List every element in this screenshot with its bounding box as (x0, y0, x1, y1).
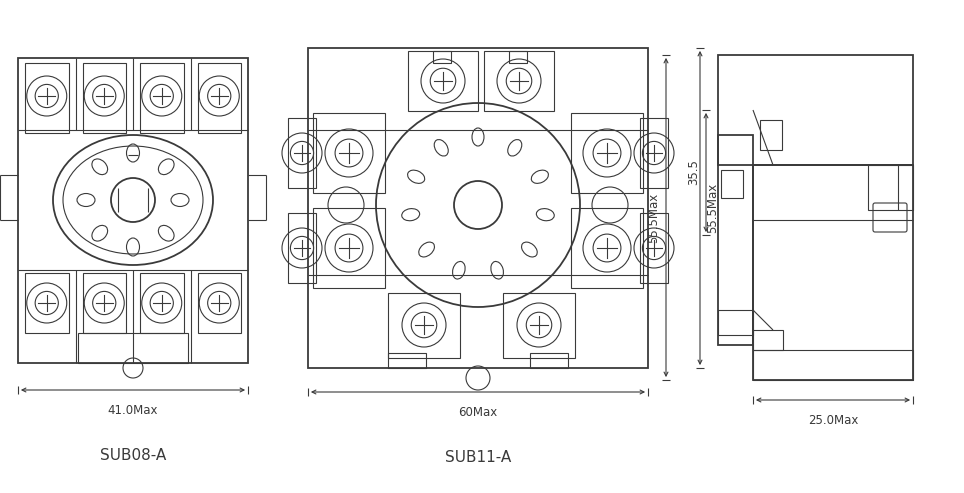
Text: 55.5Max: 55.5Max (706, 183, 719, 233)
Bar (753, 165, 913, 380)
Bar (198, 273, 241, 333)
Bar (718, 55, 913, 165)
Bar (571, 208, 643, 288)
Bar (313, 208, 385, 288)
Bar (760, 120, 782, 150)
Bar (868, 165, 913, 210)
Text: 41.0Max: 41.0Max (108, 404, 158, 417)
Bar (433, 51, 451, 63)
Bar (83, 63, 126, 133)
Bar (388, 353, 426, 368)
Bar (140, 63, 183, 133)
Bar (288, 213, 316, 283)
Bar (78, 333, 188, 363)
Bar (198, 63, 241, 133)
Bar (718, 135, 753, 345)
Bar (484, 51, 554, 111)
Text: SUB11-A: SUB11-A (444, 450, 511, 464)
Bar (308, 48, 648, 368)
Bar (571, 113, 643, 193)
Bar (640, 118, 668, 188)
Bar (25, 273, 68, 333)
Bar (718, 310, 753, 335)
Bar (503, 293, 575, 358)
Text: 25.0Max: 25.0Max (808, 414, 858, 427)
Bar (18, 58, 248, 363)
Bar (753, 350, 913, 380)
Bar (288, 118, 316, 188)
Text: SUB08-A: SUB08-A (100, 448, 166, 462)
Bar (530, 353, 568, 368)
Text: 60Max: 60Max (458, 406, 497, 419)
Bar (408, 51, 478, 111)
Bar (313, 113, 385, 193)
Text: 55.5Max: 55.5Max (647, 192, 660, 243)
Bar (721, 170, 743, 198)
Bar (753, 330, 783, 350)
Text: 35.5: 35.5 (687, 160, 700, 185)
Bar (25, 63, 68, 133)
Bar (140, 273, 183, 333)
Bar (509, 51, 527, 63)
Bar (640, 213, 668, 283)
Bar (83, 273, 126, 333)
Bar (388, 293, 460, 358)
